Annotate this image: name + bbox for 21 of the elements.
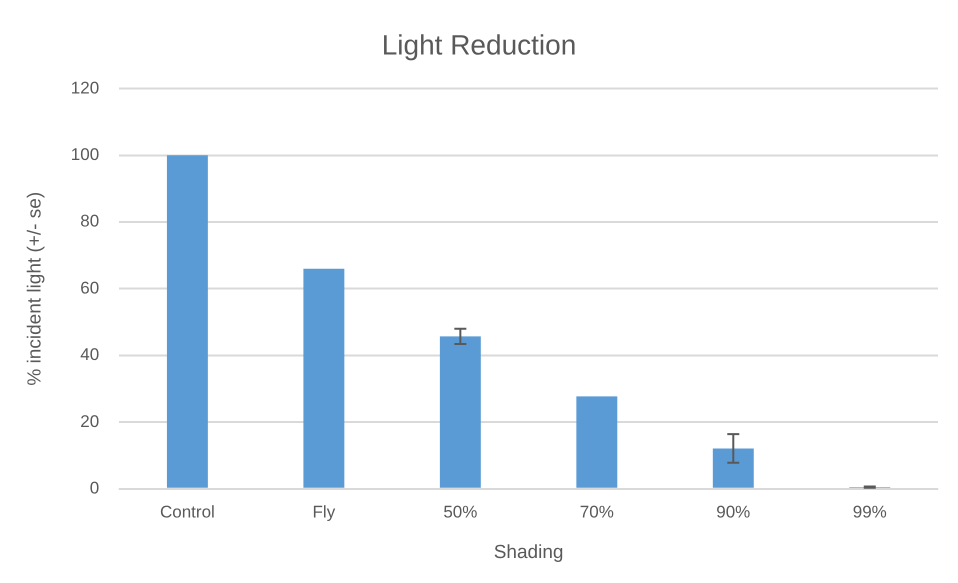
y-axis-title: % incident light (+/- se): [24, 192, 46, 386]
x-tick-label: Control: [160, 502, 215, 522]
x-tick-label: 70%: [580, 502, 614, 522]
chart-title: Light Reduction: [382, 30, 576, 61]
bar: [712, 448, 754, 488]
x-axis-title: Shading: [494, 542, 564, 563]
x-tick-label: 99%: [852, 502, 887, 522]
bar: [166, 155, 208, 488]
y-tick-label: 0: [90, 478, 100, 498]
bar: [576, 396, 618, 488]
y-tick-label: 20: [80, 412, 100, 431]
x-tick-label: 50%: [443, 502, 478, 522]
y-tick-label: 80: [80, 212, 100, 231]
y-tick-label: 100: [70, 144, 100, 164]
y-tick-label: 60: [80, 278, 100, 298]
x-tick-label: Fly: [312, 502, 336, 522]
bar: [303, 268, 344, 488]
x-tick-label: 90%: [716, 502, 750, 522]
y-tick-label: 40: [80, 345, 100, 364]
bar: [440, 336, 481, 488]
y-tick-label: 120: [70, 78, 100, 98]
